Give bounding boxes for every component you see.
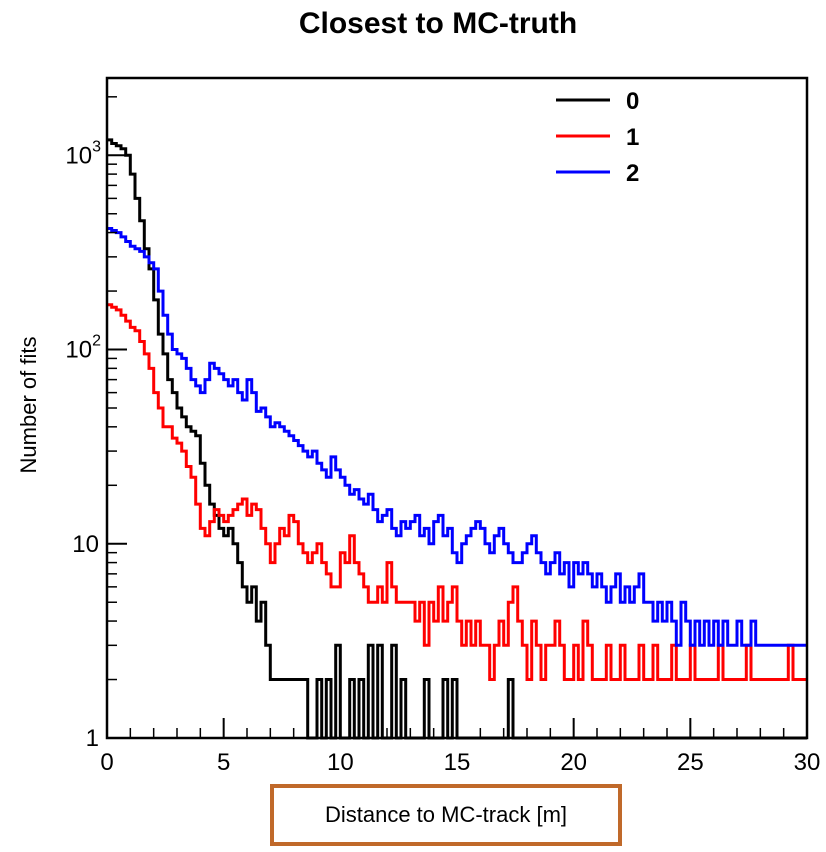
series-0-line xyxy=(107,138,807,740)
x-tick-label: 30 xyxy=(794,749,821,776)
plot-frame xyxy=(105,76,809,740)
x-tick-label: 20 xyxy=(560,749,587,776)
x-tick-label: 15 xyxy=(444,749,471,776)
y-axis-label: Number of fits xyxy=(16,337,41,474)
legend: 0 1 2 xyxy=(556,88,639,187)
y-tick-label: 102 xyxy=(65,333,101,364)
x-axis: 0 5 10 15 20 25 30 xyxy=(100,718,820,776)
x-axis-label: Distance to MC-track [m] xyxy=(324,802,568,827)
series-2-line xyxy=(107,227,807,647)
y-axis: 1 10 102 103 xyxy=(65,96,127,752)
legend-label-2: 2 xyxy=(626,160,639,187)
series-layer xyxy=(107,138,807,740)
x-axis-label-box: Distance to MC-track [m] xyxy=(270,784,622,846)
x-tick-label: 5 xyxy=(217,749,230,776)
x-tick-label: 0 xyxy=(100,749,113,776)
series-1-line xyxy=(107,303,807,681)
x-tick-label: 10 xyxy=(327,749,354,776)
legend-label-1: 1 xyxy=(626,124,639,151)
y-tick-label: 10 xyxy=(72,531,99,558)
chart-title: Closest to MC-truth xyxy=(299,7,577,40)
x-tick-label: 25 xyxy=(677,749,704,776)
legend-label-0: 0 xyxy=(626,88,639,115)
y-tick-label: 103 xyxy=(65,138,101,169)
y-tick-label: 1 xyxy=(86,725,99,752)
